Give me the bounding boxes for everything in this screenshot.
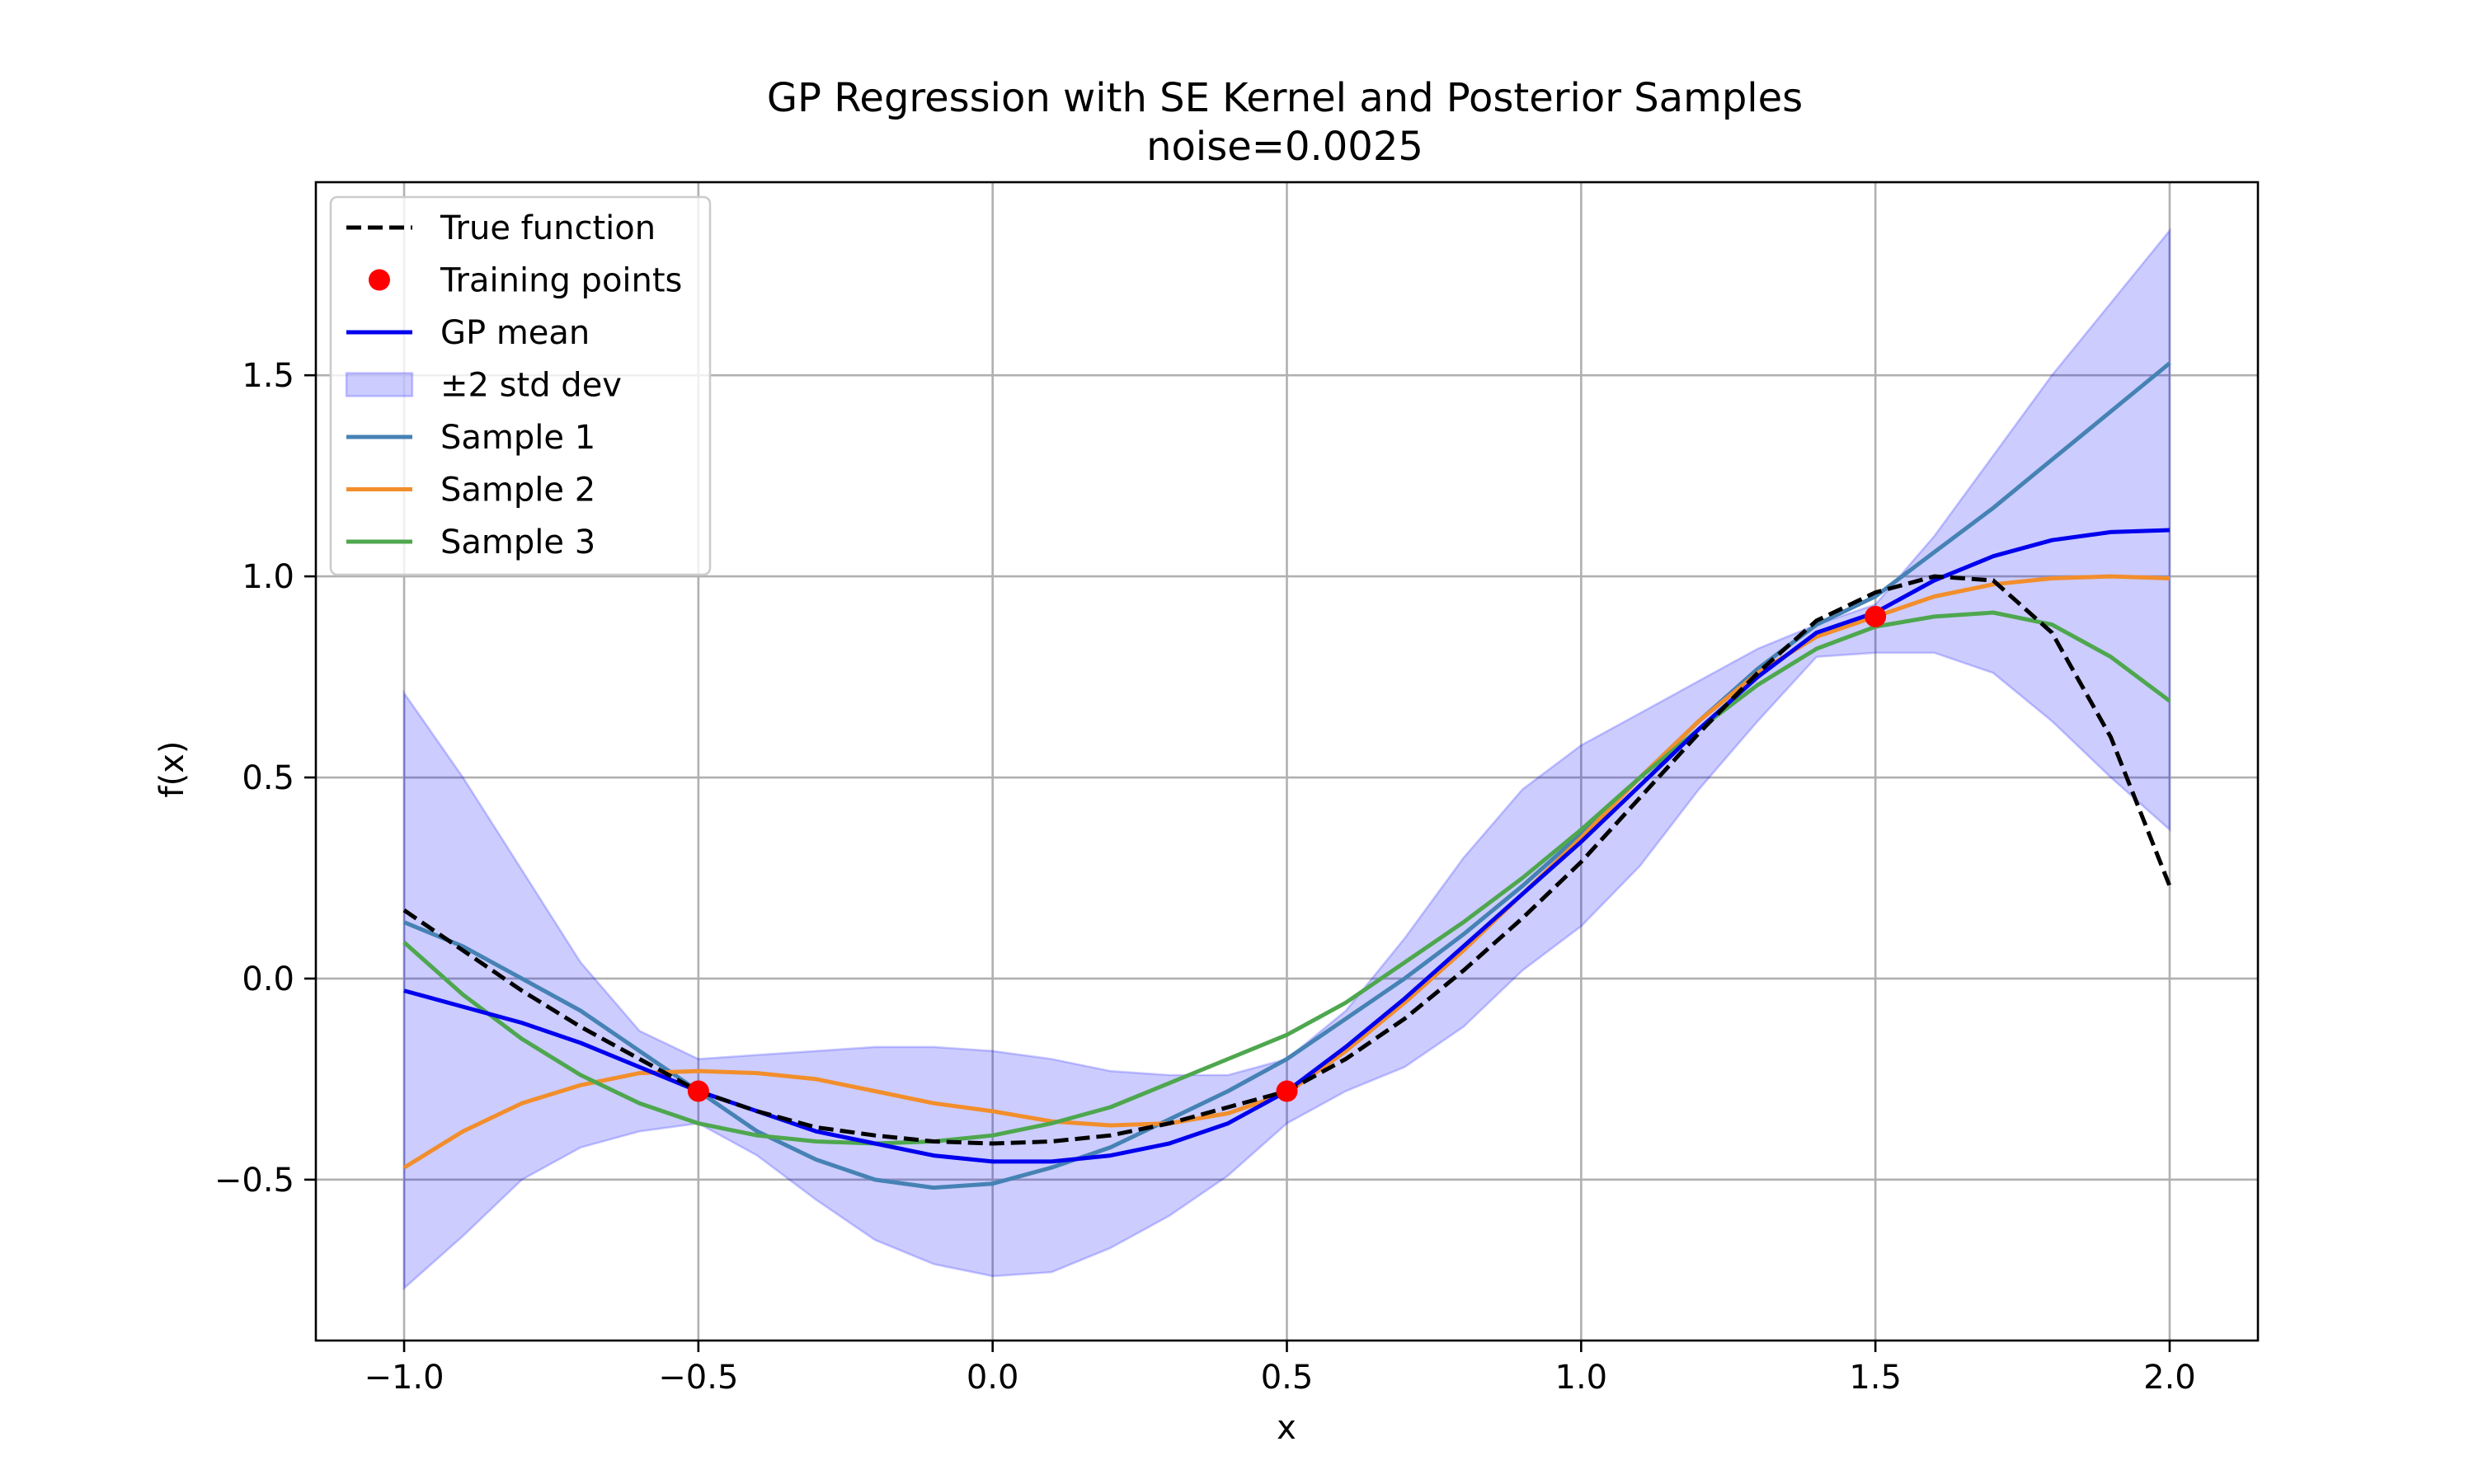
legend-true-function-label: True function [440,209,656,247]
y-axis-ticks: −0.5 0.0 0.5 1.0 1.5 [214,357,316,1200]
y-tick-label: 0.0 [242,960,294,998]
legend-std-band-swatch [345,372,414,397]
y-tick-label: 1.0 [242,558,294,596]
legend: True function Training points GP mean ±2 st… [329,195,712,576]
chart-title: GP Regression with SE Kernel and Posteri… [767,75,1803,121]
legend-training-points-label: Training points [440,262,682,300]
legend-std-band-label: ±2 std dev [440,367,622,405]
x-tick-label: 1.5 [1849,1359,1902,1397]
x-tick-label: −0.5 [658,1359,738,1397]
y-axis-label: f(x) [153,741,191,798]
legend-box [329,195,712,576]
training-points-layer [687,605,1887,1102]
legend-gp-mean-label: GP mean [440,314,590,352]
legend-training-points-swatch [369,269,390,291]
legend-sample-1-label: Sample 1 [440,419,595,457]
x-tick-label: 1.0 [1555,1359,1608,1397]
x-tick-label: −1.0 [364,1359,444,1397]
training-point [1865,605,1887,627]
x-axis-label: x [1277,1409,1296,1447]
x-tick-label: 0.5 [1261,1359,1314,1397]
y-tick-label: −0.5 [214,1162,294,1200]
legend-sample-3-label: Sample 3 [440,524,595,561]
std-band-area [402,227,2171,1291]
training-point [1276,1080,1298,1102]
training-point [687,1080,709,1102]
x-tick-label: 0.0 [967,1359,1019,1397]
legend-sample-2-label: Sample 2 [440,472,595,510]
y-tick-label: 1.5 [242,357,294,395]
x-axis-ticks: −1.0 −0.5 0.0 0.5 1.0 1.5 2.0 [364,1341,2196,1397]
chart-subtitle: noise=0.0025 [1146,124,1423,170]
y-tick-label: 0.5 [242,759,294,797]
std-band-layer [402,227,2171,1291]
x-tick-label: 2.0 [2143,1359,2196,1397]
